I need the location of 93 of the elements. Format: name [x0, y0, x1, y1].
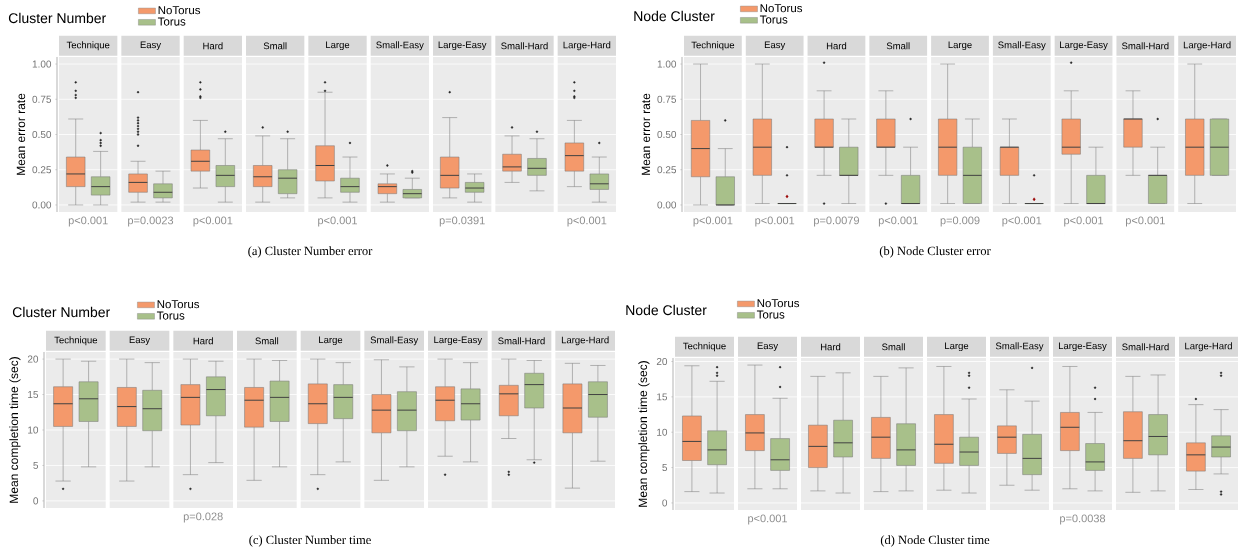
chart-title: Cluster Number: [12, 306, 110, 318]
chart-title: Node Cluster: [634, 10, 715, 22]
x-tick-label: Small: [255, 337, 279, 345]
x-tick-label: Hard: [203, 42, 223, 50]
text: p=0.0391: [439, 216, 485, 227]
y-tick-label: 0: [662, 499, 668, 507]
x-tick-label: Large-Hard: [561, 336, 609, 346]
legend-label: NoTorus: [158, 6, 201, 15]
y-tick-label: 5: [33, 461, 39, 469]
x-tick-label: Small: [882, 343, 905, 351]
text: p<0.001: [318, 216, 357, 227]
y-tick-label: 20: [656, 357, 668, 366]
legend-label: Torus: [157, 17, 186, 26]
y-tick-label: 0.75: [657, 95, 677, 103]
y-tick-label: 15: [657, 393, 668, 401]
y-tick-label: 0.75: [32, 95, 52, 103]
y-tick-label: 1.00: [32, 60, 52, 68]
chart-title: Cluster Number: [8, 12, 106, 24]
text: p<0.001: [755, 216, 795, 227]
y-axis-title: Mean completion time (sec): [9, 357, 21, 503]
text: (b) Node Cluster error: [879, 246, 991, 258]
x-tick-label: Large: [945, 342, 969, 352]
x-tick-label: Large-Hard: [1185, 342, 1232, 352]
x-tick-label: Small: [263, 42, 287, 50]
text: p<0.001: [748, 514, 787, 525]
y-tick-label: 15: [28, 391, 39, 399]
x-tick-label: Easy: [129, 336, 151, 346]
x-tick-label: Small-Easy: [370, 336, 419, 346]
x-tick-label: Small-Easy: [376, 41, 424, 51]
text: p=0.009: [940, 216, 980, 227]
x-tick-label: Technique: [54, 336, 98, 346]
text: p<0.001: [567, 216, 607, 227]
legend-label: NoTorus: [760, 4, 803, 13]
x-tick-label: Small-Hard: [1122, 42, 1169, 50]
text: p<0.001: [693, 216, 733, 227]
x-tick-label: Large-Easy: [1058, 342, 1107, 352]
legend-label: Torus: [759, 15, 788, 24]
legend-label: Torus: [156, 311, 185, 320]
x-tick-label: Small-Hard: [1122, 343, 1169, 351]
y-tick-label: 0.25: [32, 166, 52, 174]
legend-label: Torus: [756, 310, 785, 319]
y-tick-label: 10: [28, 426, 39, 434]
x-tick-label: Hard: [820, 343, 841, 351]
text: (a) Cluster Number error: [248, 246, 373, 258]
x-tick-label: Technique: [683, 342, 726, 352]
text: (c) Cluster Number time: [249, 535, 371, 547]
x-tick-label: Hard: [826, 42, 847, 50]
x-tick-label: Hard: [193, 337, 213, 345]
text: p=0.0023: [128, 216, 174, 227]
y-tick-label: 0.50: [32, 130, 52, 139]
y-axis-title: Mean completion time (sec): [638, 361, 650, 507]
x-tick-label: Large-Hard: [563, 41, 611, 51]
text: p=0.0079: [814, 216, 860, 227]
x-tick-label: Large-Easy: [438, 41, 487, 51]
text: p<0.001: [68, 216, 108, 227]
legend-label: NoTorus: [757, 299, 800, 308]
x-tick-label: Large: [319, 336, 343, 346]
text: p<0.001: [878, 216, 918, 227]
y-tick-label: 0: [33, 497, 39, 505]
y-tick-label: 1.00: [657, 60, 677, 68]
chart-title: Node Cluster: [626, 304, 707, 316]
x-tick-label: Easy: [140, 41, 162, 51]
y-tick-label: 5: [662, 464, 668, 472]
x-tick-label: Technique: [691, 41, 735, 51]
y-tick-label: 20: [27, 355, 39, 363]
x-tick-label: Large-Hard: [1183, 41, 1231, 51]
y-tick-label: 0.00: [32, 201, 52, 209]
legend-label: NoTorus: [157, 300, 200, 309]
x-tick-label: Large-Easy: [434, 336, 483, 346]
text: (d) Node Cluster time: [880, 535, 990, 547]
x-tick-label: Large: [326, 41, 350, 51]
text: p<0.001: [1002, 216, 1042, 227]
text: p<0.001: [1126, 216, 1165, 227]
y-tick-label: 10: [657, 428, 668, 436]
x-tick-label: Technique: [66, 41, 110, 51]
x-tick-label: Small: [886, 42, 910, 50]
x-tick-label: Easy: [764, 41, 786, 51]
text: p<0.001: [1064, 216, 1104, 227]
y-tick-label: 0.50: [657, 130, 677, 139]
x-tick-label: Small-Easy: [998, 41, 1046, 51]
y-axis-title: Mean error rate: [16, 93, 26, 175]
text: p=0.028: [183, 512, 223, 523]
text: p=0.0038: [1060, 514, 1106, 525]
x-tick-label: Small-Hard: [498, 337, 545, 345]
x-tick-label: Large-Easy: [1060, 41, 1108, 51]
x-tick-label: Large: [948, 41, 972, 51]
x-tick-label: Easy: [757, 342, 779, 352]
x-tick-label: Small-Hard: [501, 42, 548, 50]
text: p<0.001: [193, 216, 233, 227]
y-axis-title: Mean error rate: [641, 93, 651, 175]
y-tick-label: 0.25: [657, 166, 677, 174]
y-tick-label: 0.00: [657, 201, 677, 209]
x-tick-label: Small-Easy: [995, 342, 1044, 352]
